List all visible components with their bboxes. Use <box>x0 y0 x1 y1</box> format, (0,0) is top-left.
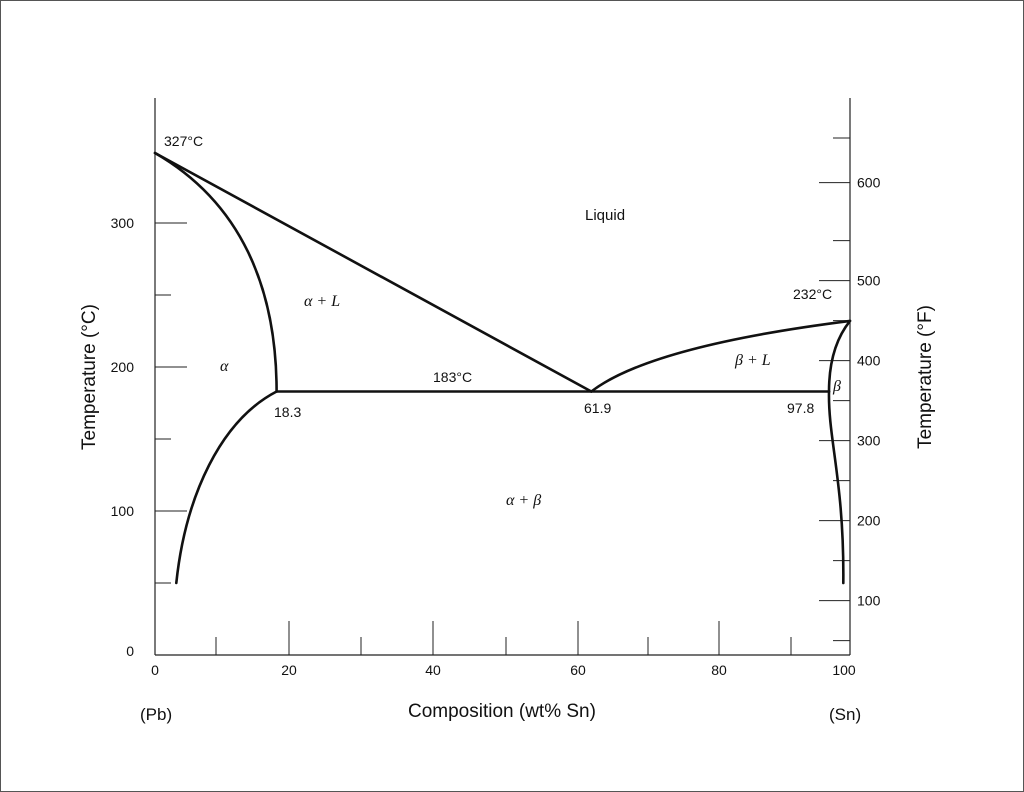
beta-solidus-line <box>827 319 852 393</box>
y-tick-label-f: 300 <box>857 433 881 449</box>
y-tick-label-f: 400 <box>857 353 881 369</box>
y-axis-title-left: Temperature (°C) <box>79 304 100 450</box>
region-alpha-beta: α + β <box>506 492 542 509</box>
y-tick-label-f: 600 <box>857 175 881 191</box>
beta-solubility-label: 97.8 <box>787 400 815 416</box>
y-tick-label-c: 300 <box>111 215 135 231</box>
region-beta: β <box>833 378 841 395</box>
y-tick-label-f: 200 <box>857 513 881 529</box>
eutectic-temp-label: 183°C <box>433 369 473 385</box>
region-liquid: Liquid <box>585 207 626 224</box>
region-alpha: α <box>220 358 229 375</box>
liquidus-left-line <box>153 151 593 393</box>
y-axis-title-right: Temperature (°F) <box>915 305 936 449</box>
beta-solvus-line <box>827 390 845 585</box>
region-alpha-l: α + L <box>304 293 341 310</box>
y-tick-label-c: 100 <box>111 503 135 519</box>
sn-melting-label: 232°C <box>793 286 833 302</box>
x-tick-label: 0 <box>151 662 159 678</box>
x-tick-label: 60 <box>570 662 586 678</box>
alpha-solidus-line <box>153 151 278 393</box>
x-tick-label: 40 <box>425 662 441 678</box>
y-tick-label-f: 100 <box>857 593 881 609</box>
pb-melting-label: 327°C <box>164 133 204 149</box>
eutectic-composition-label: 61.9 <box>584 400 612 416</box>
alpha-solubility-label: 18.3 <box>274 404 302 420</box>
region-beta-l: β + L <box>735 352 771 369</box>
x-tick-label: 100 <box>832 662 856 678</box>
y-tick-label-c: 0 <box>126 643 134 659</box>
pb-end-label: (Pb) <box>140 705 173 724</box>
x-tick-label: 20 <box>281 662 297 678</box>
y-tick-label-c: 200 <box>111 359 135 375</box>
y-tick-label-f: 500 <box>857 273 881 289</box>
liquidus-right-line <box>590 319 852 393</box>
x-tick-label: 80 <box>711 662 727 678</box>
sn-end-label: (Sn) <box>829 705 862 724</box>
alpha-solvus-line <box>175 390 278 585</box>
x-axis-title: Composition (wt% Sn) <box>408 701 596 722</box>
